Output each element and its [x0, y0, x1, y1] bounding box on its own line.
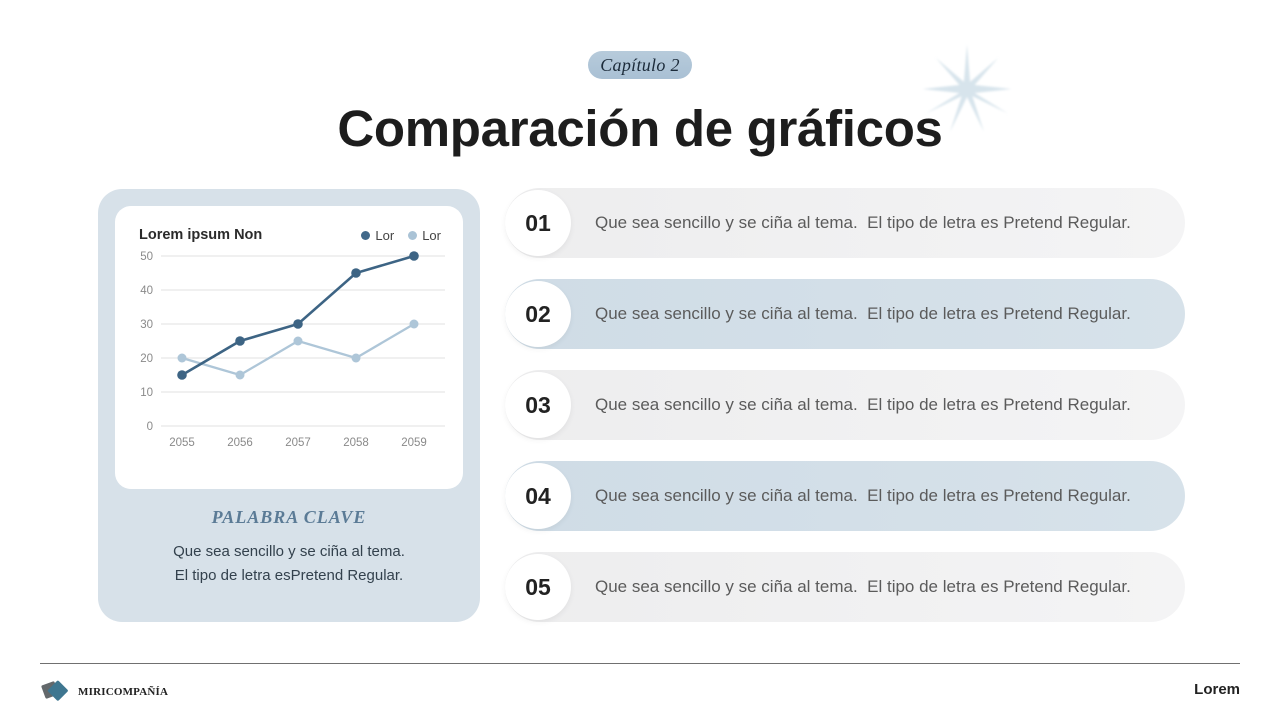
svg-text:2055: 2055 — [169, 437, 195, 449]
svg-text:10: 10 — [140, 387, 153, 399]
svg-text:20: 20 — [140, 353, 153, 365]
svg-text:2057: 2057 — [285, 437, 311, 449]
svg-text:30: 30 — [140, 319, 153, 331]
svg-text:0: 0 — [147, 421, 153, 433]
svg-text:2058: 2058 — [343, 437, 369, 449]
svg-text:2059: 2059 — [401, 437, 427, 449]
svg-text:40: 40 — [140, 285, 153, 297]
svg-text:50: 50 — [140, 251, 153, 263]
svg-text:2056: 2056 — [227, 437, 253, 449]
